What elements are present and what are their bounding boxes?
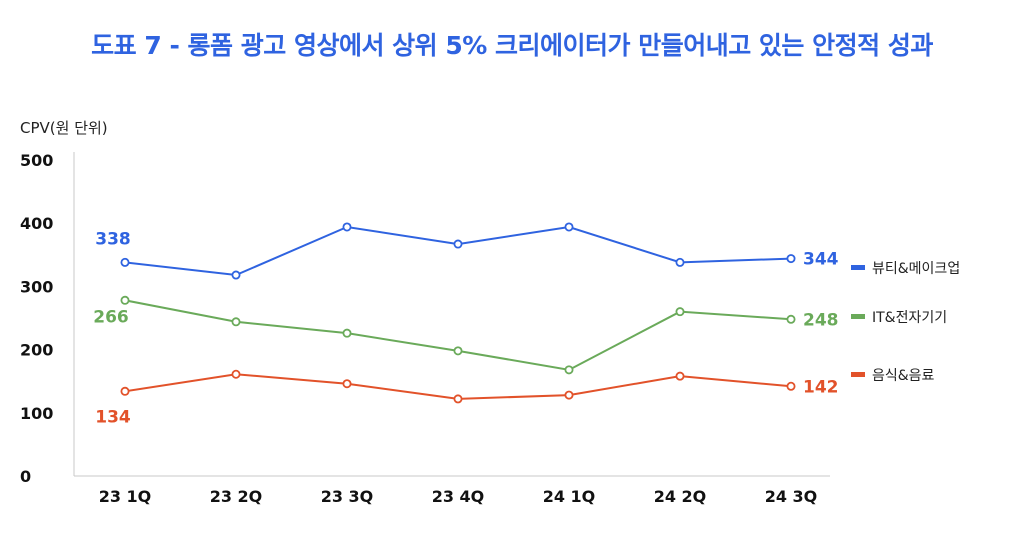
data-point bbox=[120, 295, 130, 305]
legend-swatch bbox=[851, 314, 865, 319]
data-point bbox=[231, 270, 241, 280]
data-label: 248 bbox=[803, 310, 839, 330]
data-point bbox=[453, 394, 463, 404]
y-tick-label: 300 bbox=[20, 277, 53, 296]
data-point bbox=[342, 222, 352, 232]
chart-title: 도표 7 - 롱폼 광고 영상에서 상위 5% 크리에이터가 만들어내고 있는 … bbox=[91, 31, 933, 60]
legend-swatch bbox=[851, 372, 865, 377]
x-tick-label: 24 3Q bbox=[765, 487, 818, 506]
legend-label: 음식&음료 bbox=[872, 368, 935, 384]
data-point bbox=[231, 369, 241, 379]
data-point bbox=[564, 222, 574, 232]
y-tick-label: 200 bbox=[20, 341, 53, 360]
data-point bbox=[453, 346, 463, 356]
data-label: 338 bbox=[95, 229, 131, 249]
y-axis-label: CPV(원 단위) bbox=[20, 119, 108, 137]
x-tick-label: 23 2Q bbox=[210, 487, 263, 506]
data-label: 344 bbox=[803, 250, 839, 270]
data-label: 142 bbox=[803, 377, 839, 397]
legend-label: 뷰티&메이크업 bbox=[872, 261, 960, 277]
x-tick-label: 23 4Q bbox=[432, 487, 485, 506]
series-line bbox=[124, 225, 792, 277]
data-point bbox=[564, 390, 574, 400]
data-point bbox=[342, 328, 352, 338]
data-label: 134 bbox=[95, 407, 131, 427]
y-tick-label: 400 bbox=[20, 214, 53, 233]
y-tick-label: 0 bbox=[20, 467, 31, 486]
legend-label: IT&전자기기 bbox=[872, 310, 947, 326]
legend-swatch bbox=[851, 265, 865, 270]
data-point bbox=[786, 254, 796, 264]
x-tick-label: 23 3Q bbox=[321, 487, 374, 506]
data-point bbox=[120, 257, 130, 267]
data-point bbox=[231, 317, 241, 327]
data-point bbox=[120, 386, 130, 396]
data-point bbox=[453, 239, 463, 249]
x-tick-label: 24 1Q bbox=[543, 487, 596, 506]
data-point bbox=[786, 314, 796, 324]
data-point bbox=[564, 365, 574, 375]
data-point bbox=[675, 371, 685, 381]
data-point bbox=[786, 381, 796, 391]
data-point bbox=[342, 379, 352, 389]
y-tick-label: 100 bbox=[20, 404, 53, 423]
data-point bbox=[675, 307, 685, 317]
data-label: 266 bbox=[93, 307, 129, 327]
x-tick-label: 23 1Q bbox=[99, 487, 152, 506]
x-tick-label: 24 2Q bbox=[654, 487, 707, 506]
series-line bbox=[124, 299, 792, 371]
y-tick-label: 500 bbox=[20, 151, 53, 170]
data-point bbox=[675, 257, 685, 267]
